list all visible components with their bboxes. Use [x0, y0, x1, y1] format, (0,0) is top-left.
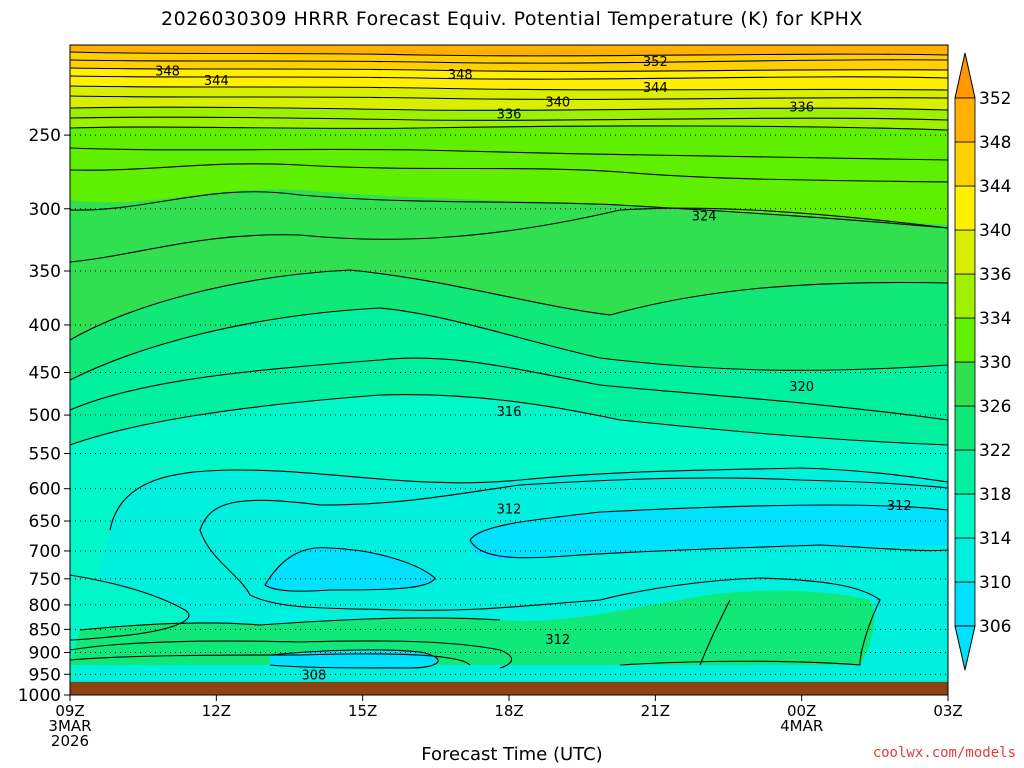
plot-area: [70, 45, 948, 695]
colorbar: 306 310 314 318 322 326 330 334 336 340 344 348 352: [954, 52, 1011, 671]
contour-label: 344: [643, 81, 668, 96]
colorbar-bin: [954, 273, 976, 319]
colorbar-label: 314: [979, 529, 1011, 549]
y-tick-label: 600: [29, 480, 61, 500]
contour-label: 336: [789, 101, 814, 116]
x-tick-label: 15Z: [348, 702, 377, 720]
colorbar-bin: [954, 317, 976, 363]
colorbar-bin: [954, 229, 976, 275]
y-tick-label: 550: [29, 445, 61, 465]
x-tick-label: 18Z: [494, 702, 523, 720]
y-tick-label: 400: [29, 316, 61, 336]
y-tick-label: 500: [29, 406, 61, 426]
colorbar-bin: [954, 141, 976, 187]
contour-label: 340: [545, 95, 570, 110]
x-date-label: 3MAR: [48, 717, 91, 735]
colorbar-label: 330: [979, 353, 1011, 373]
ground-fill: [70, 681, 948, 695]
band-lower-mid: [70, 590, 875, 665]
colorbar-label: 334: [979, 309, 1011, 329]
y-tick-label: 950: [29, 665, 61, 685]
y-tick-label: 1000: [18, 686, 61, 706]
y-tick-label: 800: [29, 596, 61, 616]
x-date-label: 2026: [51, 732, 89, 750]
x-axis-label: Forecast Time (UTC): [421, 744, 603, 765]
colorbar-label: 336: [979, 265, 1011, 285]
y-axis: 250 300 350 400 450 500 550 600 650 700 750 800 850 9…: [18, 126, 70, 706]
band-306-310: [470, 505, 948, 560]
x-tick-label: 09Z: [55, 702, 84, 720]
y-tick-label: 750: [29, 570, 61, 590]
y-tick-label: 300: [29, 200, 61, 220]
colorbar-label: 344: [979, 177, 1011, 197]
y-tick-label: 900: [29, 643, 61, 663]
contour-label: 316: [497, 405, 522, 420]
contour-label: 312: [887, 499, 912, 514]
contour-label: 324: [692, 209, 717, 224]
colorbar-extend-top: [954, 52, 976, 99]
x-date-label: 4MAR: [780, 717, 823, 735]
colorbar-bin: [954, 405, 976, 451]
colorbar-label: 352: [979, 89, 1011, 109]
colorbar-label: 340: [979, 221, 1011, 241]
colorbar-label: 318: [979, 485, 1011, 505]
contour-label: 320: [789, 380, 814, 395]
colorbar-bin: [954, 185, 976, 231]
colorbar-bin: [954, 581, 976, 627]
y-tick-label: 850: [29, 620, 61, 640]
contour-label: 352: [643, 55, 668, 70]
colorbar-bin: [954, 361, 976, 407]
colorbar-label: 306: [979, 617, 1011, 637]
credit-text: coolwx.com/models: [872, 745, 1016, 761]
y-tick-label: 350: [29, 262, 61, 282]
y-tick-label: 700: [29, 542, 61, 562]
contour-lines: [70, 51, 948, 669]
colorbar-bin: [954, 537, 976, 583]
x-tick-label: 12Z: [202, 702, 231, 720]
contour-label: 308: [301, 668, 326, 683]
colorbar-extend-bottom: [954, 625, 976, 671]
contour-label: 312: [545, 633, 570, 648]
colorbar-bin: [954, 493, 976, 539]
contour-label: 344: [204, 74, 229, 89]
contour-label: 348: [448, 68, 473, 83]
colorbar-bin: [954, 97, 976, 143]
colorbar-label: 326: [979, 397, 1011, 417]
y-tick-label: 450: [29, 364, 61, 384]
colorbar-label: 310: [979, 573, 1011, 593]
colorbar-label: 322: [979, 441, 1011, 461]
x-tick-label: 21Z: [641, 702, 670, 720]
x-tick-label: 03Z: [933, 702, 962, 720]
colorbar-bin: [954, 449, 976, 495]
contour-labels: 348 344 348 352 344 340 336 336 324 320 316 312 312 3…: [155, 55, 911, 683]
x-tick-label: 00Z: [787, 702, 816, 720]
colorbar-label: 348: [979, 133, 1011, 153]
y-tick-label: 250: [29, 126, 61, 146]
y-tick-label: 650: [29, 512, 61, 532]
contour-label: 336: [497, 108, 522, 123]
contour-label: 312: [497, 502, 522, 517]
contour-label: 348: [155, 64, 180, 79]
chart-title: 2026030309 HRRR Forecast Equiv. Potentia…: [161, 8, 863, 30]
